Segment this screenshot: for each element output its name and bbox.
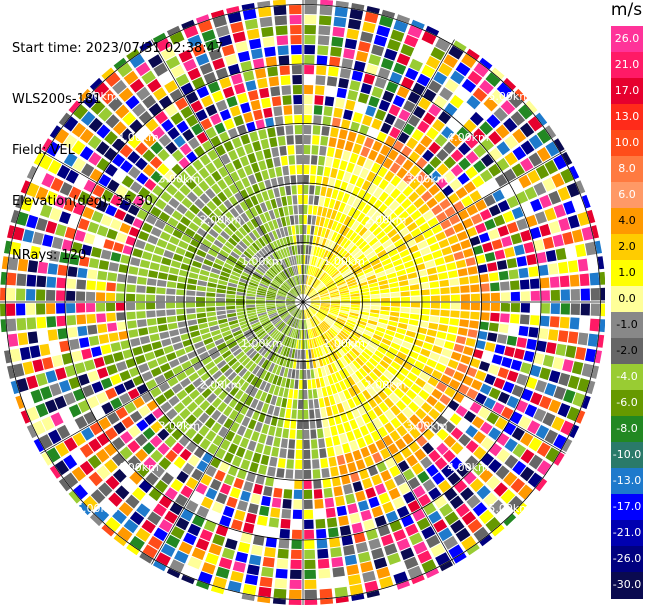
ring-label: 2.00km <box>200 379 242 392</box>
colorbar-tick-label: 13.0 <box>614 110 640 123</box>
azimuth-line <box>302 301 455 565</box>
ring-label: 3.00km <box>159 420 201 433</box>
colorbar-segment <box>611 442 643 469</box>
colorbar-segment <box>611 468 643 495</box>
ring-label: 1.00km <box>323 337 365 350</box>
ring-label: 5.00km <box>76 502 118 515</box>
azimuth-line <box>302 150 566 303</box>
colorbar-tick-label: -6.0 <box>616 396 638 409</box>
ring-label: 1.00km <box>323 255 365 268</box>
colorbar-tick-label: -10.0 <box>612 448 642 461</box>
colorbar-tick-label: -30.0 <box>612 578 642 591</box>
ring-label: 5.00km <box>488 502 530 515</box>
ring-labels: 1.00km 1.00km 1.00km 1.00km 2.00km 2.00km 2.00… <box>76 90 530 515</box>
azimuth-line <box>151 301 304 565</box>
colorbar-tick-label: 2.0 <box>618 240 636 253</box>
colorbar-tick-label: 6.0 <box>618 188 636 201</box>
ring-label: 2.00km <box>365 379 407 392</box>
ring-label: 4.00km <box>117 131 159 144</box>
colorbar-tick-label: 4.0 <box>618 214 636 227</box>
ring-label: 5.00km <box>76 90 118 103</box>
elevation-label: Elevation(deg): 35.30 <box>12 194 153 209</box>
colorbar-tick-label: 8.0 <box>618 162 636 175</box>
ring-label: 2.00km <box>200 214 242 227</box>
colorbar-tick-label: 10.0 <box>614 136 640 149</box>
colorbar-tick-label: 1.0 <box>618 266 636 279</box>
colorbar-tick-label: -1.0 <box>616 318 638 331</box>
colorbar-tick-label: 17.0 <box>614 84 640 97</box>
ring-label: 2.00km <box>365 214 407 227</box>
start-time-label: Start time: 2023/07/31 02:38:47 <box>12 41 224 56</box>
ring-label: 3.00km <box>406 420 448 433</box>
instrument-label: WLS200s-181 <box>12 92 102 107</box>
azimuth-line <box>302 301 566 454</box>
colorbar-tick-label: -2.0 <box>616 344 638 357</box>
colorbar-segment <box>611 416 643 443</box>
colorbar-segment <box>611 104 643 131</box>
ring-label: 5.00km <box>488 90 530 103</box>
colorbar-tick-label: -13.0 <box>612 474 642 487</box>
scan-info: Start time: 2023/07/31 02:38:47 WLS200s-… <box>12 6 223 281</box>
ring-label: 3.00km <box>406 172 448 185</box>
colorbar-tick-label: -8.0 <box>616 422 638 435</box>
ring-label: 1.00km <box>241 337 283 350</box>
colorbar-tick-label: 0.0 <box>618 292 636 305</box>
ring-label: 4.00km <box>447 461 489 474</box>
colorbar-segment <box>611 234 643 261</box>
ring-label: 4.00km <box>117 461 159 474</box>
colorbar-segment <box>611 364 643 391</box>
colorbar-tick-label: 21.0 <box>614 58 640 71</box>
colorbar-tick-label: -17.0 <box>612 500 642 513</box>
colorbar-segment <box>611 312 643 339</box>
colorbar-tick-label: -26.0 <box>612 552 642 565</box>
colorbar-segment <box>611 130 643 157</box>
azimuth-line <box>151 39 304 303</box>
azimuth-line <box>302 39 455 303</box>
colorbar-segment <box>611 156 643 183</box>
colorbar-segment <box>611 546 643 573</box>
nrays-label: NRays: 120 <box>12 248 87 263</box>
field-label: Field: VEL <box>12 143 75 158</box>
range-rings <box>0 0 605 605</box>
colorbar-segment <box>611 52 643 79</box>
colorbar-segment <box>611 520 643 547</box>
colorbar-segment <box>611 260 643 287</box>
ppi-radar-plot: 1.00km 1.00km 1.00km 1.00km 2.00km 2.00km 2.00… <box>0 0 605 605</box>
colorbar-segment <box>611 182 643 209</box>
colorbar-segment <box>611 494 643 521</box>
colorbar-unit: m/s <box>610 0 643 20</box>
colorbar-segment <box>611 26 643 53</box>
azimuth-line <box>40 301 304 454</box>
ring-label: 4.00km <box>447 131 489 144</box>
colorbar-segment <box>611 78 643 105</box>
ring-label: 1.00km <box>241 255 283 268</box>
colorbar-tick-label: -21.0 <box>612 526 642 539</box>
colorbar-segment <box>611 338 643 365</box>
colorbar-tick-label: 26.0 <box>614 32 640 45</box>
colorbar-tick-label: -4.0 <box>616 370 638 383</box>
colorbar-segment <box>611 390 643 417</box>
colorbar: 26.0 21.0 17.0 13.0 10.0 8.0 6.0 4.0 2.0 1.0 0.0 -1… <box>611 26 643 599</box>
colorbar-segment <box>611 208 643 235</box>
ring-label: 3.00km <box>159 172 201 185</box>
colorbar-segment <box>611 286 643 313</box>
colorbar-segment <box>611 572 643 599</box>
azimuth-line <box>40 150 304 303</box>
